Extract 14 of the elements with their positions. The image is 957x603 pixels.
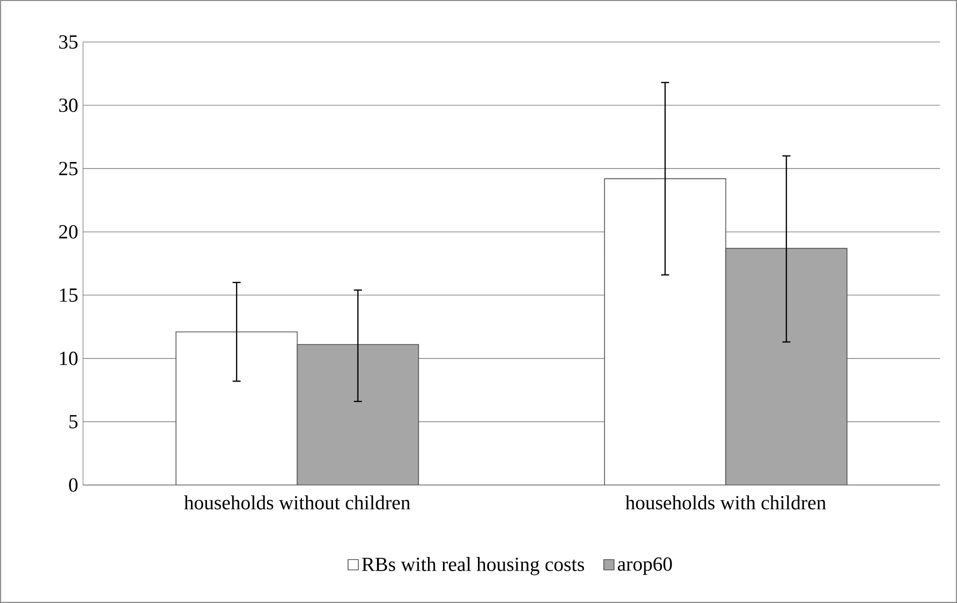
y-tick-label: 0 [69, 478, 78, 492]
legend-label: arop60 [618, 557, 672, 575]
legend-label: RBs with real housing costs [362, 557, 584, 576]
y-tick-label: 30 [59, 98, 78, 112]
x-tick-label: households without children [184, 495, 410, 510]
y-tick-label: 25 [59, 162, 78, 176]
x-tick-label: households with children [625, 495, 826, 510]
y-tick-label: 20 [59, 225, 78, 239]
y-tick-label: 35 [59, 35, 78, 49]
y-tick-label: 5 [69, 415, 78, 428]
bar [296, 344, 419, 485]
y-tick-label: 15 [60, 288, 78, 302]
bar [725, 248, 848, 485]
y-tick-label: 10 [60, 352, 78, 366]
